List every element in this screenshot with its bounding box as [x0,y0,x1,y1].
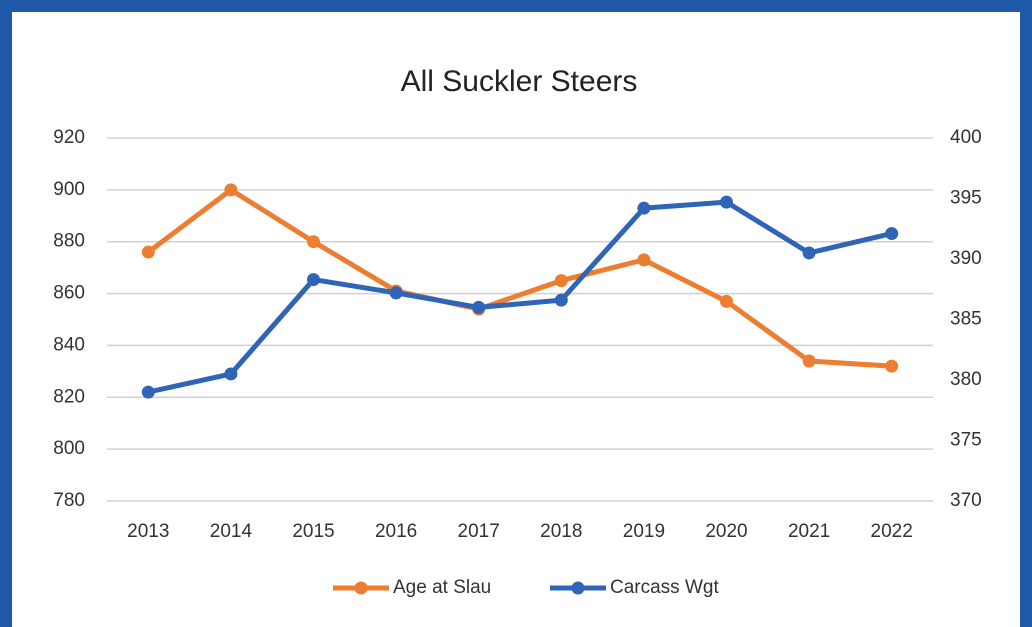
x-tick-label: 2022 [871,521,913,542]
point [720,195,733,209]
y2-tick-label: 370 [950,490,982,511]
legend-label: Carcass Wgt [610,577,719,598]
series-line [146,187,892,369]
point [554,293,568,307]
x-tick-label: 2018 [540,521,582,542]
point [637,253,651,267]
point [141,385,155,399]
point [224,183,238,197]
point [637,201,651,215]
point [389,286,403,300]
point [307,235,320,249]
y-tick-label: 800 [53,438,85,459]
point [720,294,733,308]
y-tick-label: 840 [53,334,85,355]
x-tick-label: 2014 [210,521,253,542]
point [224,367,238,381]
y-tick-label: 820 [53,386,85,407]
x-tick-label: 2017 [458,521,500,542]
y2-tick-label: 395 [950,188,982,209]
y2-tick-label: 375 [950,430,982,451]
y2-tick-label: 380 [950,369,982,390]
x-tick-label: 2020 [705,521,747,542]
y2-tick-label: 385 [950,309,982,330]
legend-marker [354,581,368,595]
series-line [147,199,893,395]
y2-tick-label: 400 [950,127,982,148]
x-tick-label: 2021 [788,521,830,542]
legend-label: Age at Slau [393,577,491,598]
point [472,300,486,314]
x-tick-label: 2016 [375,521,417,542]
y-tick-label: 780 [53,490,85,511]
point [802,354,816,368]
point [885,227,899,241]
point [885,359,899,373]
y-tick-label: 920 [53,127,85,148]
y-tick-label: 860 [53,283,85,304]
x-tick-label: 2013 [127,521,169,542]
y2-tick-label: 390 [950,248,982,269]
point [554,274,568,288]
y-tick-label: 900 [53,179,85,200]
legend-marker [571,581,585,595]
point [307,273,320,287]
x-tick-label: 2015 [292,521,334,542]
point [141,245,155,259]
x-tick-label: 2019 [623,521,665,542]
chart-title: All Suckler Steers [401,65,638,98]
y-tick-label: 880 [53,231,85,252]
point [802,246,816,260]
